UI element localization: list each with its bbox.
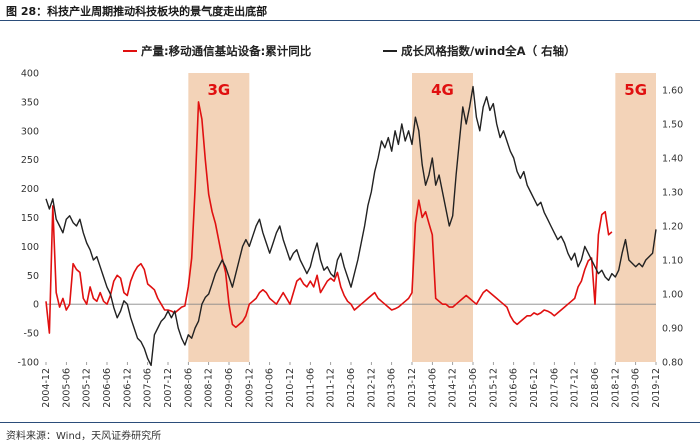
x-tick-label: 2010-12 xyxy=(285,368,296,408)
x-tick-label: 2007-06 xyxy=(143,368,154,408)
left-tick-label: -50 xyxy=(23,329,39,340)
legend-label-production: 产量:移动通信基站设备:累计同比 xyxy=(141,44,312,58)
legend-label-index: 成长风格指数/wind全A（ 右轴） xyxy=(401,44,576,58)
figure-title: 图 28：科技产业周期推动科技板块的景气度走出底部 xyxy=(6,5,268,18)
era-band-4g xyxy=(412,73,473,362)
right-tick-label: 1.50 xyxy=(662,120,683,131)
legend: 产量:移动通信基站设备:累计同比 成长风格指数/wind全A（ 右轴） xyxy=(123,44,576,58)
x-tick-label: 2013-12 xyxy=(407,368,418,408)
series-line-index xyxy=(45,85,657,367)
x-tick-label: 2008-12 xyxy=(204,368,215,408)
x-tick-label: 2006-06 xyxy=(102,368,113,408)
right-tick-label: 1.10 xyxy=(662,256,683,267)
right-tick-label: 1.00 xyxy=(662,290,683,301)
x-tick-label: 2015-06 xyxy=(468,368,479,408)
x-tick-label: 2019-06 xyxy=(631,368,642,408)
x-tick-label: 2011-06 xyxy=(305,368,316,408)
x-tick-label: 2017-06 xyxy=(549,368,560,408)
series-line-production xyxy=(45,101,613,334)
x-tick-label: 2006-12 xyxy=(122,368,133,408)
x-tick-label: 2007-12 xyxy=(163,368,174,408)
x-tick-label: 2018-12 xyxy=(610,368,621,408)
x-tick-label: 2014-12 xyxy=(448,368,459,408)
x-tick-label: 2015-12 xyxy=(488,368,499,408)
x-tick-label: 2019-12 xyxy=(651,368,662,408)
left-tick-label: 50 xyxy=(27,271,39,282)
right-tick-label: 1.20 xyxy=(662,222,683,233)
left-axis: -100 -50 0 50 100 150 200 250 300 350 400 xyxy=(17,69,39,369)
x-tick-label: 2008-06 xyxy=(183,368,194,408)
era-label-4g: 4G xyxy=(431,81,454,99)
left-tick-label: -100 xyxy=(17,358,39,369)
source-rule xyxy=(0,422,700,423)
x-tick-label: 2012-06 xyxy=(346,368,357,408)
left-tick-label: 0 xyxy=(33,300,39,311)
right-tick-label: 0.80 xyxy=(662,358,683,369)
left-tick-label: 100 xyxy=(21,242,39,253)
right-tick-label: 1.60 xyxy=(662,86,683,97)
series-lines xyxy=(45,85,657,367)
x-tick-label: 2009-06 xyxy=(224,368,235,408)
era-label-5g: 5G xyxy=(624,81,647,99)
source-note: 资料来源：Wind，天风证券研究所 xyxy=(6,431,162,442)
x-tick-label: 2016-12 xyxy=(529,368,540,408)
left-tick-label: 400 xyxy=(21,69,39,80)
right-axis: 0.80 0.90 1.00 1.10 1.20 1.30 1.40 1.50 1.60 xyxy=(662,86,683,369)
right-tick-label: 1.40 xyxy=(662,154,683,165)
left-tick-label: 200 xyxy=(21,184,39,195)
right-tick-label: 0.90 xyxy=(662,324,683,335)
x-tick-label: 2011-12 xyxy=(326,368,337,408)
x-tick-label: 2010-06 xyxy=(265,368,276,408)
left-tick-label: 350 xyxy=(21,97,39,108)
era-band-5g xyxy=(615,73,656,362)
x-tick-label: 2014-06 xyxy=(427,368,438,408)
left-tick-label: 250 xyxy=(21,155,39,166)
x-tick-label: 2012-12 xyxy=(366,368,377,408)
x-tick-label: 2017-12 xyxy=(570,368,581,408)
x-tick-label: 2005-06 xyxy=(61,368,72,408)
right-tick-label: 1.30 xyxy=(662,188,683,199)
x-tick-label: 2016-06 xyxy=(509,368,520,408)
x-tick-label: 2005-12 xyxy=(82,368,93,408)
x-tick-label: 2013-06 xyxy=(387,368,398,408)
x-axis: 2004-12 2005-06 2005-12 2006-06 2006-12 2007-… xyxy=(41,362,662,408)
era-label-3g: 3G xyxy=(207,81,230,99)
x-tick-label: 2009-12 xyxy=(244,368,255,408)
left-tick-label: 300 xyxy=(21,126,39,137)
title-rule xyxy=(0,20,700,21)
left-tick-label: 150 xyxy=(21,213,39,224)
x-tick-label: 2004-12 xyxy=(41,368,52,408)
x-tick-label: 2018-06 xyxy=(590,368,601,408)
